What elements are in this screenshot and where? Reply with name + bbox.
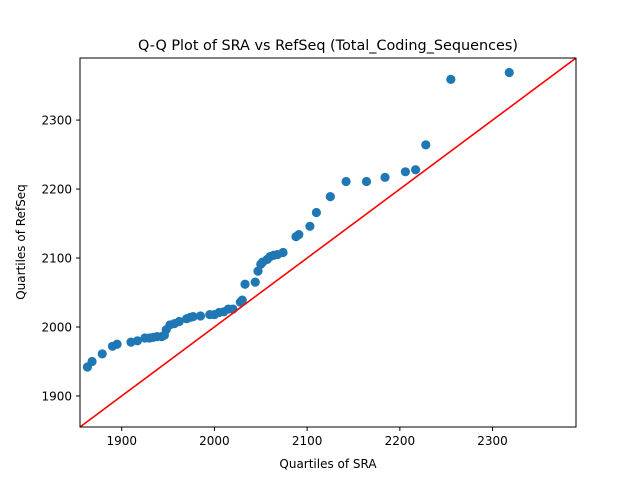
y-tick-label-2300: 2300 [41, 113, 72, 127]
data-point-31 [250, 277, 260, 287]
data-point-5 [112, 339, 122, 349]
x-tick-label-2200: 2200 [385, 434, 416, 448]
data-point-32 [253, 266, 263, 276]
x-tick-label-2300: 2300 [477, 434, 508, 448]
data-point-21 [195, 311, 206, 321]
data-point-48 [400, 167, 411, 177]
data-point-45 [341, 176, 351, 187]
data-point-17 [174, 316, 184, 327]
plot-area [80, 58, 576, 427]
axes: 1900 2000 2100 2200 2300 1900 2000 2100 2200 2300 [41, 57, 577, 448]
data-point-30 [240, 279, 250, 289]
reference-line [80, 58, 576, 427]
y-tick-label-2100: 2100 [41, 251, 72, 265]
data-point-50 [421, 140, 431, 150]
data-point-42 [305, 221, 315, 231]
data-point-46 [361, 176, 372, 187]
data-point-20 [188, 312, 198, 322]
data-point-51 [446, 74, 456, 84]
y-tick-label-1900: 1900 [41, 389, 72, 403]
x-tick-label-2100: 2100 [292, 434, 323, 448]
data-point-49 [411, 165, 421, 175]
data-point-52 [504, 67, 514, 78]
x-tick-label-2000: 2000 [199, 434, 230, 448]
data-point-3 [97, 349, 107, 359]
data-point-44 [325, 192, 335, 202]
data-point-29 [237, 295, 247, 305]
y-tick-label-2200: 2200 [41, 182, 72, 196]
data-point-2 [87, 356, 97, 367]
data-point-41 [294, 229, 304, 240]
data-point-7 [132, 336, 143, 346]
data-point-39 [278, 247, 288, 258]
data-point-47 [380, 172, 390, 182]
plot-data-group [80, 58, 576, 427]
y-axis-label: Quartiles of RefSeq [14, 184, 28, 300]
x-axis-label: Quartiles of SRA [279, 457, 377, 471]
chart-title: Q-Q Plot of SRA vs RefSeq (Total_Coding_… [138, 38, 518, 54]
data-point-43 [311, 207, 322, 218]
y-tick-label-2000: 2000 [41, 320, 72, 334]
x-tick-label-1900: 1900 [106, 434, 137, 448]
axes-frame [79, 57, 577, 428]
